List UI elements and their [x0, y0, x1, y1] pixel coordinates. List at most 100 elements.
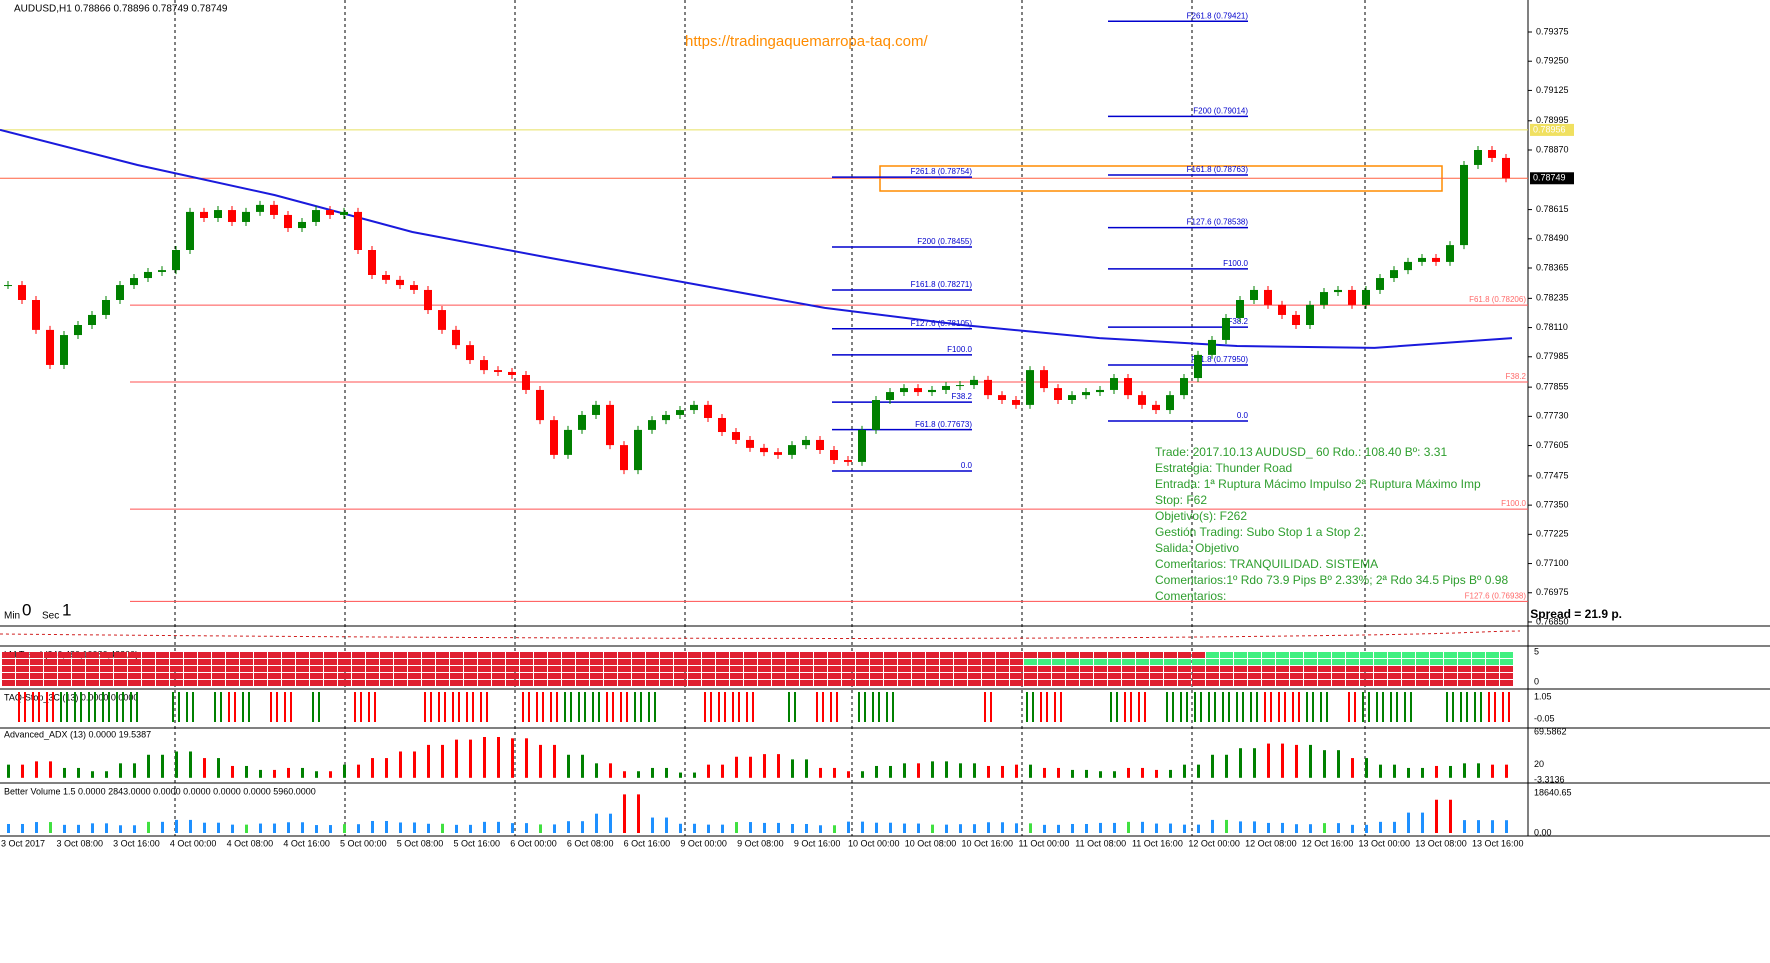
stop-bar [430, 692, 432, 722]
x-tick-label: 3 Oct 16:00 [113, 838, 160, 848]
trend-cell [898, 673, 911, 679]
volume-bar [161, 821, 164, 833]
trend-cell [730, 680, 743, 686]
trend-cell [1024, 652, 1037, 658]
stop-bar [1222, 692, 1224, 722]
trend-cell [58, 659, 71, 665]
x-tick-label: 3 Oct 2017 [1, 838, 45, 848]
x-tick-label: 13 Oct 00:00 [1359, 838, 1411, 848]
candle [382, 275, 390, 280]
stop-bar [542, 692, 544, 722]
volume-bar [735, 822, 738, 833]
volume-bar [931, 824, 934, 833]
stop-bar [374, 692, 376, 722]
volume-bar [259, 823, 262, 833]
volume-bar [1421, 812, 1424, 833]
trend-cell [1360, 680, 1373, 686]
trend-cell [16, 680, 29, 686]
volume-bar [945, 824, 948, 833]
candle [158, 270, 166, 272]
trend-cell [2, 666, 15, 672]
trend-cell [954, 680, 967, 686]
trend-cell [254, 673, 267, 679]
trend-cell [534, 666, 547, 672]
trend-cell [226, 666, 239, 672]
trend-cell [1500, 673, 1513, 679]
trend-cell [30, 652, 43, 658]
stop-bar [710, 692, 712, 722]
trend-cell [1094, 659, 1107, 665]
fib-label: 0.0 [1237, 411, 1249, 420]
adx-bar [1477, 763, 1480, 778]
trend-cell [1276, 652, 1289, 658]
stop-bar [738, 692, 740, 722]
trend-cell [618, 673, 631, 679]
stop-bar [1144, 692, 1146, 722]
trend-cell [366, 652, 379, 658]
trend-cell [954, 673, 967, 679]
panel-tick: 5 [1534, 646, 1539, 656]
trend-cell [170, 659, 183, 665]
volume-bar [483, 821, 486, 833]
trend-cell [114, 652, 127, 658]
adx-bar [875, 765, 878, 778]
trend-cell [786, 659, 799, 665]
stop-bar [1060, 692, 1062, 722]
volume-bar [357, 824, 360, 833]
trend-cell [380, 659, 393, 665]
adx-bar [861, 771, 864, 778]
trade-note: Salida: Objetivo [1155, 541, 1239, 555]
trend-cell [912, 659, 925, 665]
volume-bar [1183, 824, 1186, 833]
trend-cell [1416, 652, 1429, 658]
volume-bar [707, 824, 710, 833]
trend-cell [1234, 652, 1247, 658]
x-tick-label: 9 Oct 16:00 [794, 838, 841, 848]
stop-bar [570, 692, 572, 722]
stop-bar [522, 692, 524, 722]
trend-cell [1346, 666, 1359, 672]
trend-cell [352, 652, 365, 658]
fib-label: F38.2 [952, 392, 973, 401]
stop-bar [732, 692, 734, 722]
volume-bar [1463, 820, 1466, 833]
candle [886, 392, 894, 400]
trend-cell [128, 673, 141, 679]
candle [214, 210, 222, 218]
volume-bar [777, 822, 780, 833]
trend-cell [520, 659, 533, 665]
fib-label: F61.8 (0.77673) [915, 420, 972, 429]
trend-cell [814, 652, 827, 658]
volume-bar [133, 825, 136, 833]
stop-bar [228, 692, 230, 722]
candle [256, 204, 264, 212]
trend-cell [170, 673, 183, 679]
trend-cell [646, 666, 659, 672]
candle [1138, 395, 1146, 405]
trend-cell [674, 673, 687, 679]
trend-cell [268, 666, 281, 672]
trend-cell [926, 652, 939, 658]
adx-bar [903, 763, 906, 778]
trend-cell [1304, 652, 1317, 658]
trend-cell [450, 680, 463, 686]
trend-cell [1024, 666, 1037, 672]
trend-cell [464, 659, 477, 665]
adx-bar [791, 759, 794, 778]
trend-cell [226, 659, 239, 665]
trend-cell [1402, 680, 1415, 686]
adx-bar [833, 767, 836, 778]
trend-cell [1010, 680, 1023, 686]
volume-bar [595, 813, 598, 833]
trend-cell [1360, 652, 1373, 658]
trend-cell [926, 680, 939, 686]
x-tick-label: 11 Oct 08:00 [1075, 838, 1126, 848]
fib-label: F100.0 [1223, 259, 1248, 268]
trend-cell [114, 659, 127, 665]
volume-bar [917, 823, 920, 833]
trend-cell [464, 652, 477, 658]
trend-cell [1290, 666, 1303, 672]
trend-cell [114, 673, 127, 679]
stop-bar [136, 692, 138, 722]
adx-bar [553, 744, 556, 778]
